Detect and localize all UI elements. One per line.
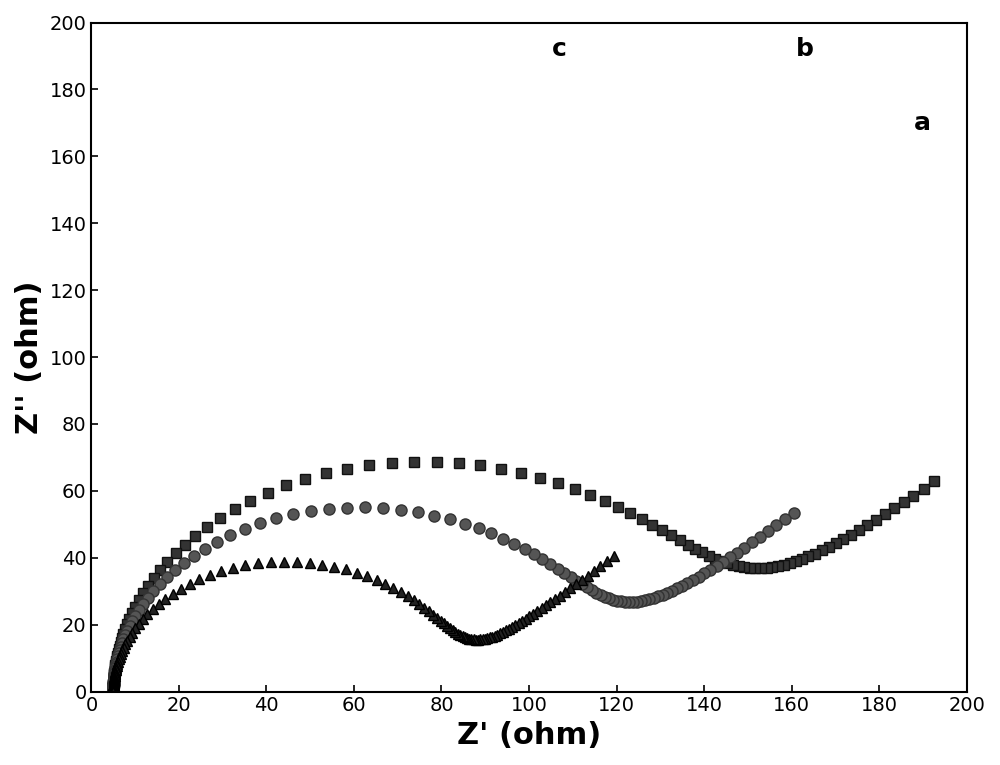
Text: a: a [914,111,931,135]
Text: c: c [552,37,567,61]
X-axis label: Z' (ohm): Z' (ohm) [457,721,601,750]
Y-axis label: Z'' (ohm): Z'' (ohm) [15,280,44,434]
Text: b: b [796,37,814,61]
